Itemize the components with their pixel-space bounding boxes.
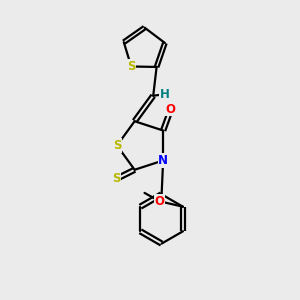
Text: S: S — [127, 60, 136, 73]
Text: O: O — [154, 195, 164, 208]
Text: O: O — [166, 103, 176, 116]
Text: N: N — [158, 154, 168, 167]
Text: S: S — [112, 172, 121, 185]
Text: S: S — [113, 139, 121, 152]
Text: H: H — [160, 88, 170, 101]
